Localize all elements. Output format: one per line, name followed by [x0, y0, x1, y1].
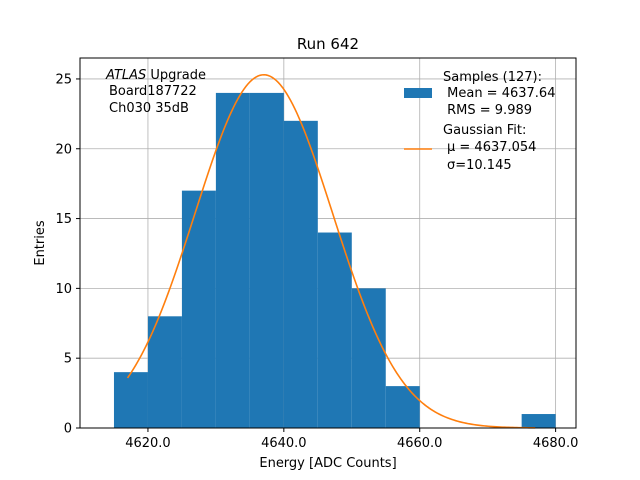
histogram-bar-6 [317, 232, 352, 428]
x-tick-label-1: 4640.0 [261, 436, 307, 451]
annotation-board: Board187722 [109, 84, 197, 99]
legend-fit-mu: μ = 4637.054 [447, 140, 536, 155]
legend-samples-line-1: Samples (127): [443, 70, 542, 85]
legend-fit-line-1: Gaussian Fit: [443, 123, 526, 138]
x-tick-label-2: 4660.0 [397, 436, 443, 451]
histogram-bar-4 [249, 92, 284, 428]
y-tick-label-2: 10 [55, 282, 72, 297]
gaussian-fit-curve [126, 73, 536, 429]
y-axis-label: Entries [33, 220, 48, 266]
x-tick-label-0: 4620.0 [125, 436, 171, 451]
histogram-bars [113, 92, 556, 428]
annotation-atlas: ATLAS [105, 68, 146, 83]
y-tick-label-3: 15 [55, 212, 72, 227]
annotation-upgrade: Upgrade [146, 68, 206, 83]
y-tick-label-4: 20 [55, 142, 72, 157]
chart-title: Run 642 [297, 35, 359, 53]
legend-samples-swatch [404, 88, 432, 98]
y-tick-label-0: 0 [64, 422, 72, 437]
legend-samples-mean: Mean = 4637.64 [443, 86, 555, 101]
histogram-bar-5 [283, 120, 318, 428]
legend: Samples (127): Mean = 4637.64 RMS = 9.98… [404, 70, 555, 173]
legend-samples-rms: RMS = 9.989 [443, 103, 532, 118]
x-axis-ticks: 4620.0 4640.0 4660.0 4680.0 [125, 428, 578, 451]
y-tick-label-1: 5 [64, 352, 72, 367]
histogram-bar-12 [521, 414, 556, 428]
annotation-line-1: ATLAS Upgrade [105, 68, 206, 83]
histogram-bar-3 [215, 92, 250, 428]
y-tick-label-5: 25 [55, 72, 72, 87]
x-tick-label-3: 4680.0 [533, 436, 579, 451]
x-axis-label: Energy [ADC Counts] [259, 456, 396, 471]
legend-fit-sigma: σ=10.145 [447, 158, 512, 173]
histogram-bar-0 [113, 372, 148, 428]
histogram-bar-7 [351, 288, 386, 428]
histogram-bar-8 [385, 386, 420, 428]
histogram-bar-1 [147, 316, 182, 428]
y-axis-ticks: 0 5 10 15 20 25 [55, 72, 80, 437]
atlas-annotation: ATLAS Upgrade Board187722 Ch030 35dB [105, 68, 206, 116]
annotation-channel: Ch030 35dB [109, 101, 189, 116]
histogram-bar-2 [181, 190, 216, 428]
plot-frame [79, 57, 577, 429]
gaussian-fit [126, 73, 536, 429]
